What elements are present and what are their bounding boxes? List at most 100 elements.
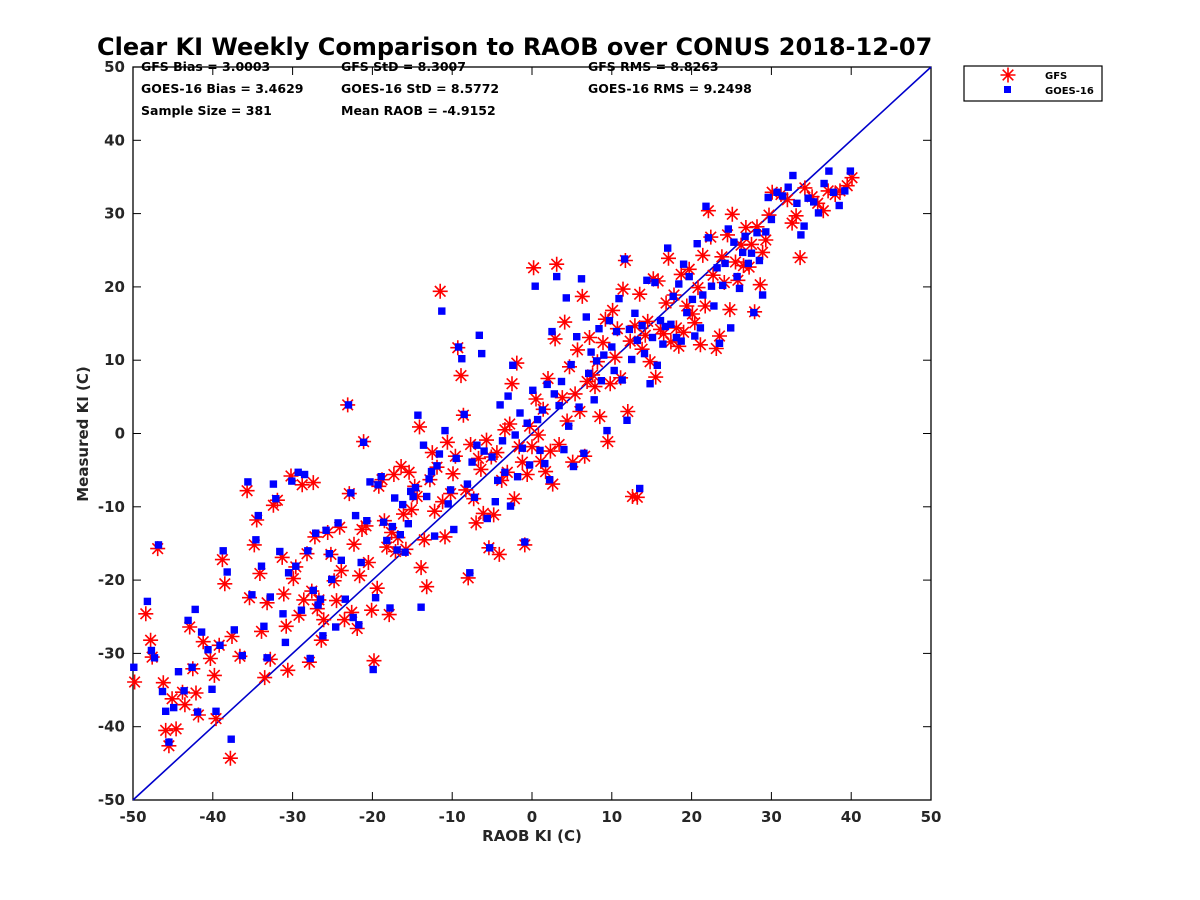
gfs-point [587,379,603,395]
goes16-point [230,626,238,634]
goes16-point [452,454,460,463]
goes16-point [263,654,271,662]
goes16-point [180,687,188,695]
goes16-point [473,441,481,449]
goes16-point [633,336,641,345]
goes16-point [306,654,314,663]
gfs-point [752,277,768,293]
goes16-point [463,480,472,488]
gfs-point [143,632,159,648]
gfs-point [784,215,800,231]
gfs-point [592,409,608,425]
gfs-point [155,675,171,691]
gfs-point [524,439,540,455]
gfs-point [595,335,611,351]
gfs-point [127,674,143,690]
gfs-point [291,607,307,623]
goes16-point [483,514,491,523]
goes16-point [488,453,496,461]
goes16-point [458,355,466,363]
x-tick-label: 40 [841,808,862,826]
stat-goes-bias: GOES-16 Bias = 3.4629 [141,81,303,96]
gfs-point [673,266,689,282]
goes16-point [643,276,651,284]
gfs-point [471,450,486,466]
goes16-point [227,735,235,743]
gfs-point [547,331,563,347]
gfs-point [364,602,380,618]
goes16-point [223,568,231,576]
gfs-point [506,491,522,507]
goes16-point [531,282,539,290]
y-tick-label: 20 [104,278,125,296]
gfs-point [278,618,294,634]
goes16-point [679,260,688,268]
gfs-point [551,437,567,452]
chart-title: Clear KI Weekly Comparison to RAOB over … [97,33,932,61]
gfs-point [195,634,211,650]
gfs-point [722,302,738,318]
gfs-point [642,354,658,370]
gfs-point [744,236,759,252]
y-tick-label: -40 [98,718,125,736]
legend-gfs-marker [1000,67,1016,83]
goes16-point [396,531,404,539]
goes16-point [541,459,549,468]
goes16-point [191,605,199,614]
gfs-point [504,376,520,392]
goes16-point [170,703,178,712]
goes16-point [523,419,531,427]
goes16-point [147,646,156,655]
legend: GFS GOES-16 [963,65,1103,102]
goes16-point [592,357,601,365]
goes16-point [659,340,667,348]
goes16-point [631,309,639,317]
goes16-point [667,320,675,328]
gfs-point [188,685,204,701]
goes16-point [693,240,701,248]
legend-gfs-asterisk [1000,67,1016,83]
goes16-point [454,343,463,351]
gfs-point [797,180,813,196]
gfs-point [276,586,292,602]
gfs-point [427,503,443,519]
goes16-point [661,322,669,331]
y-tick-label: -20 [98,571,125,589]
goes16-point [733,272,741,281]
goes16-point [386,604,394,612]
goes16-point [653,361,661,369]
goes16-point [468,458,476,466]
gfs-point [458,482,474,498]
gfs-point [479,432,494,448]
goes16-point [569,462,578,471]
gfs-point [663,334,679,350]
gfs-point [384,525,400,540]
goes16-point [414,411,422,419]
gfs-point [491,546,507,562]
gfs-point [519,467,535,482]
gfs-point [661,250,676,266]
goes16-point [699,291,707,299]
x-tick-label: 30 [761,808,782,826]
x-tick-label: 20 [681,808,702,826]
goes16-point [685,272,693,281]
goes16-point [212,707,220,715]
goes16-point [618,376,626,384]
goes16-point [814,209,823,217]
gfs-point [533,453,549,469]
y-tick-label: -10 [98,498,125,516]
stat-mean-raob: Mean RAOB = -4.9152 [341,103,496,118]
goes16-point [597,377,606,385]
goes16-point [797,231,805,239]
goes16-point [281,638,290,647]
x-tick-label: -40 [199,808,226,826]
gfs-point [208,711,224,727]
gfs-point [177,697,193,713]
gfs-point [437,529,453,545]
goes16-point [337,556,345,564]
goes16-point [543,380,551,389]
y-tick-label: 50 [104,58,125,76]
goes16-point [216,641,224,649]
gfs-point [468,515,484,531]
stat-gfs-std: GFS StD = 8.3007 [341,59,466,74]
